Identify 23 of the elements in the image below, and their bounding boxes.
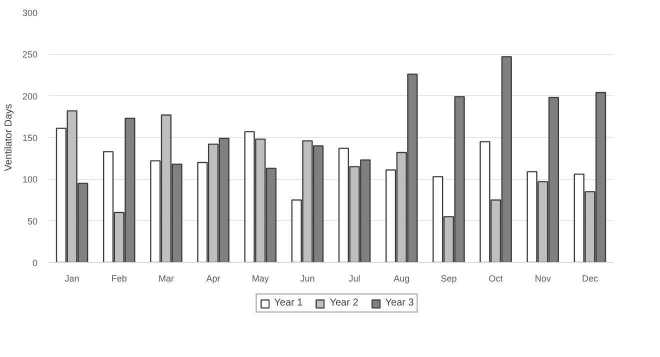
x-tick-label: Aug xyxy=(394,274,410,284)
x-tick-label: May xyxy=(252,274,270,284)
y-tick-label: 100 xyxy=(22,174,38,185)
x-tick-label: Jun xyxy=(300,274,315,284)
legend-label: Year 2 xyxy=(330,298,358,308)
x-tick-label: Feb xyxy=(111,274,127,284)
x-tick-label: Dec xyxy=(582,274,598,284)
x-tick-label: Sep xyxy=(440,274,457,284)
y-axis-title: Ventilator Days xyxy=(3,104,14,172)
y-tick-label: 250 xyxy=(22,50,38,60)
y-tick-label: 150 xyxy=(22,133,38,143)
legend-label: Year 1 xyxy=(274,298,303,308)
y-tick-label: 300 xyxy=(22,8,38,18)
legend-label: Year 3 xyxy=(385,298,414,308)
x-tick-label: Apr xyxy=(206,274,220,284)
x-tick-label: Nov xyxy=(534,274,552,284)
x-tick-label: Jan xyxy=(64,274,80,284)
x-tick-label: Mar xyxy=(158,274,174,284)
y-tick-label: 200 xyxy=(22,91,38,102)
y-tick-label: 0 xyxy=(32,258,38,268)
x-tick-label: Jul xyxy=(348,274,360,284)
x-tick-label: Oct xyxy=(488,274,504,284)
y-tick-label: 50 xyxy=(27,216,38,226)
